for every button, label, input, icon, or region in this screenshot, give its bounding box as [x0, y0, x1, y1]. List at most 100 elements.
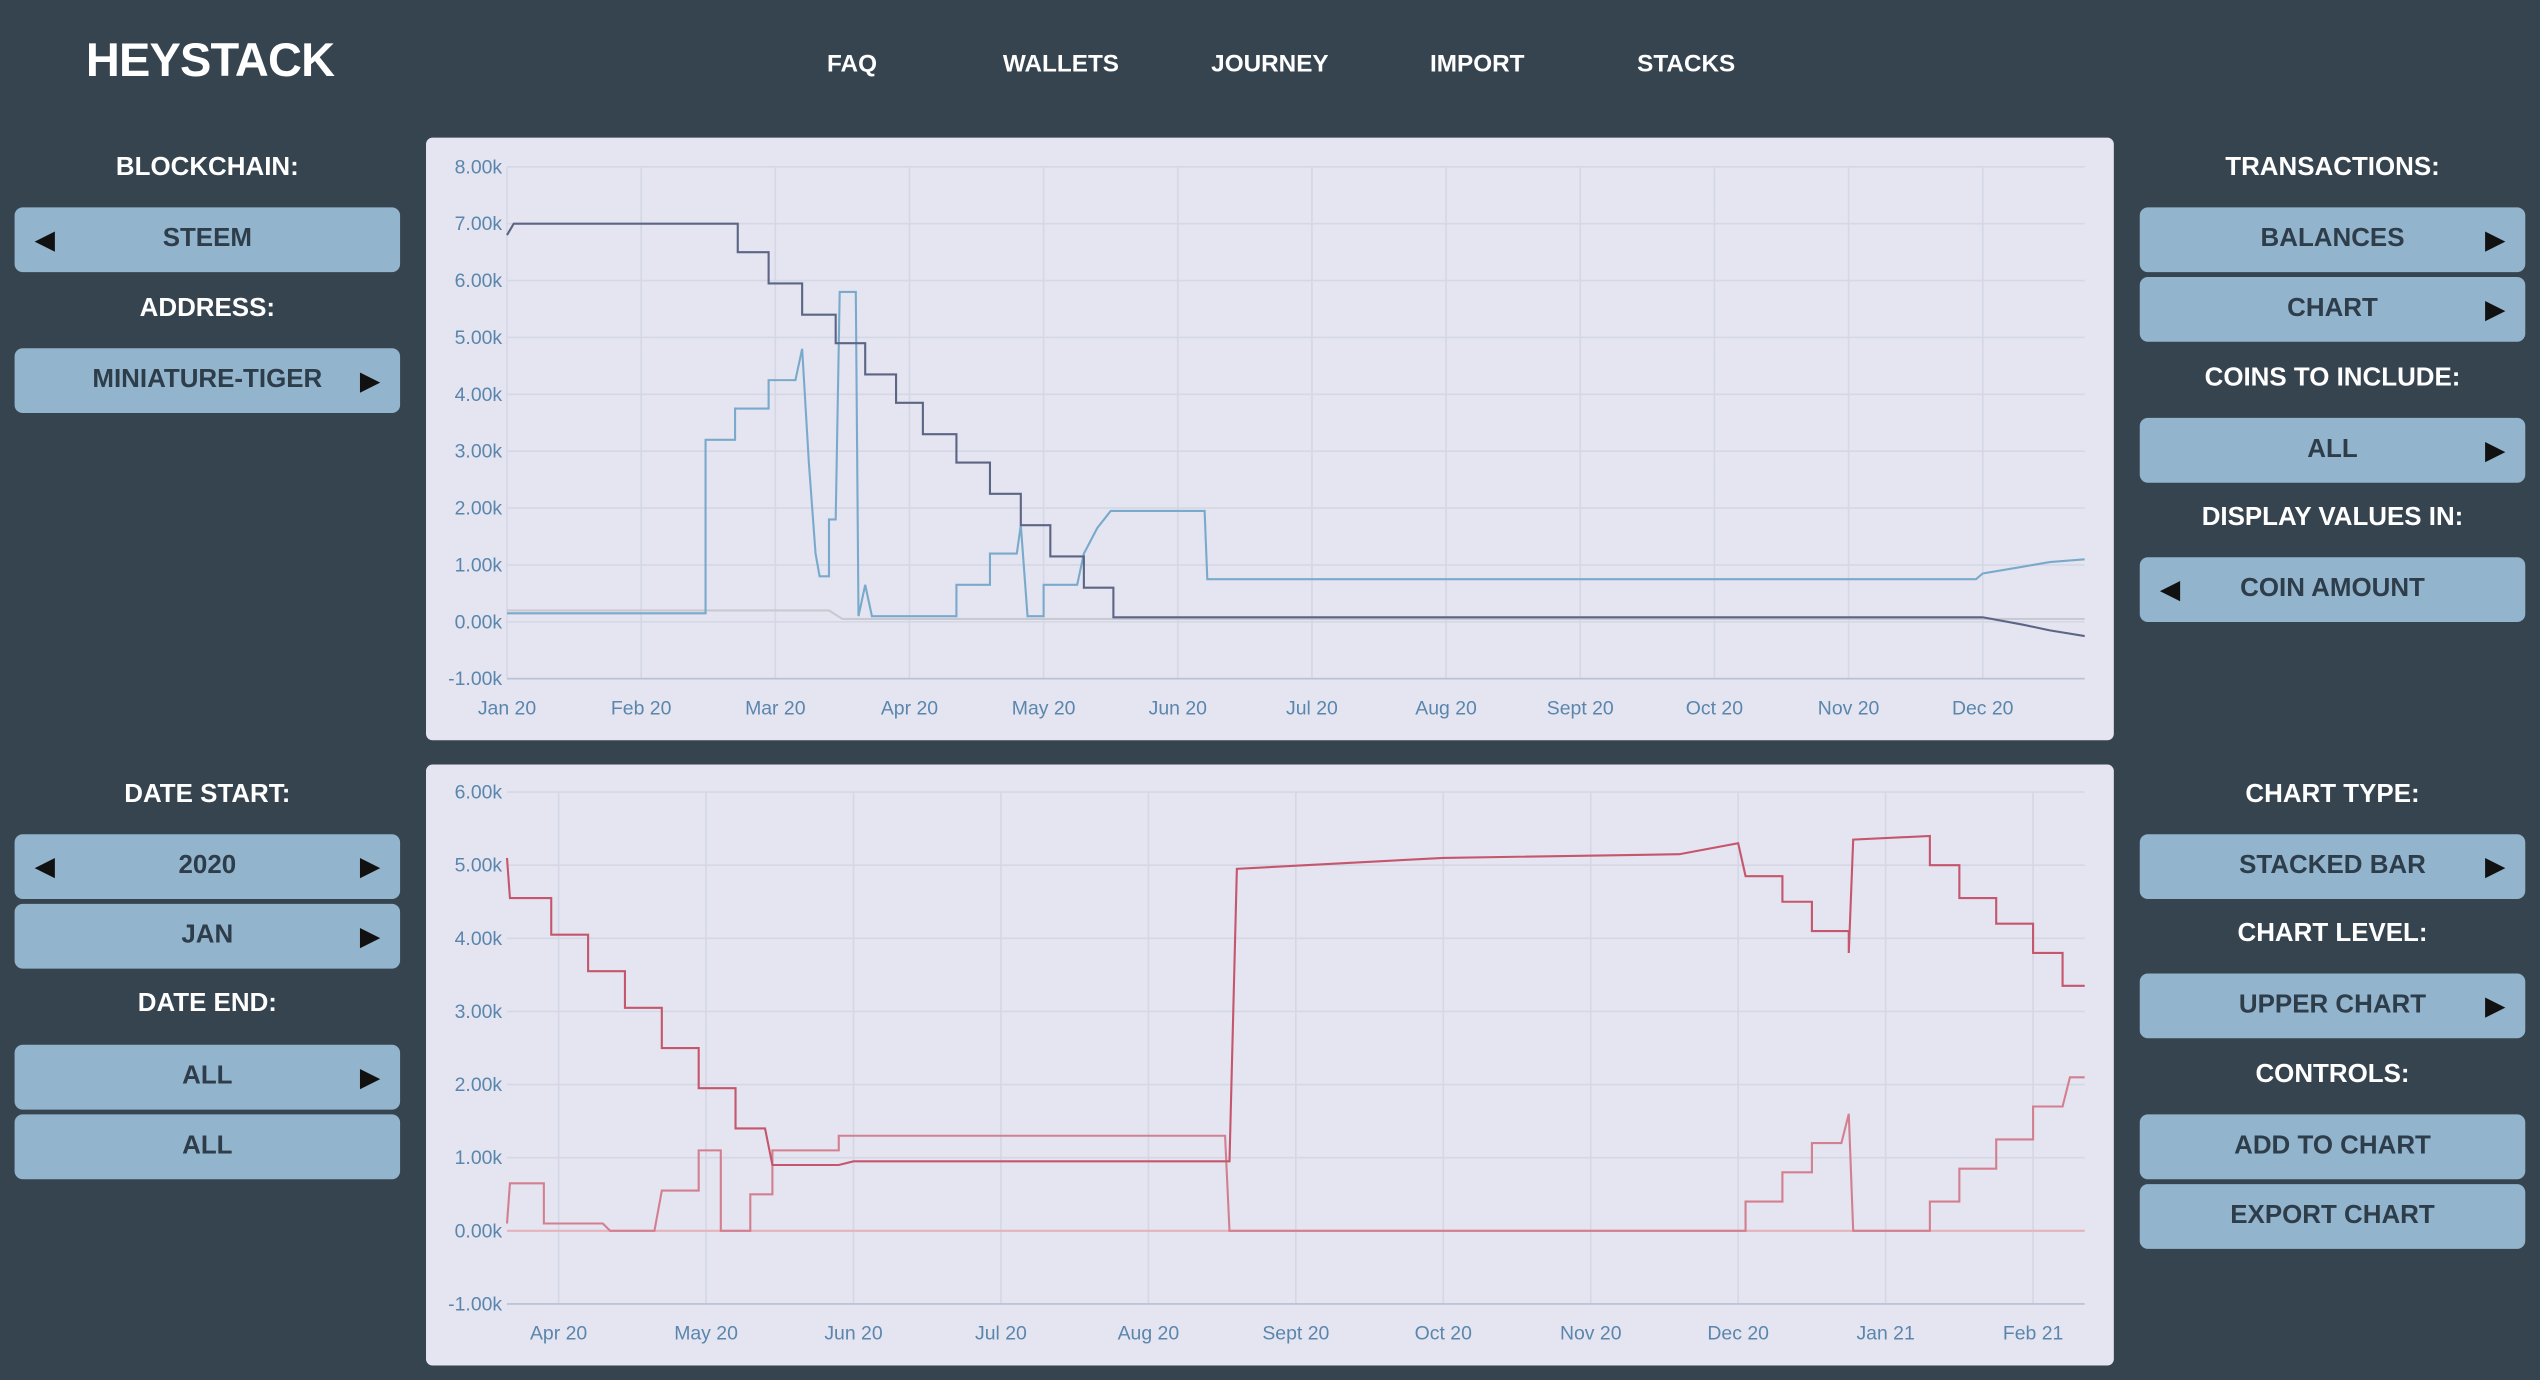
x-tick-label: Oct 20 [1415, 1323, 1472, 1345]
select-button[interactable]: ALL [14, 1114, 401, 1180]
field-label: ADDRESS: [139, 294, 276, 323]
field-label: DISPLAY VALUES IN: [2201, 503, 2464, 532]
data-line [505, 834, 2085, 1167]
y-tick-label: 1.00k [455, 1147, 503, 1169]
x-tick-label: Jun 20 [824, 1323, 883, 1345]
left-arrow[interactable]: ◀ [35, 853, 55, 882]
select-button[interactable]: STACKED BAR ▶ [2139, 834, 2526, 899]
x-tick-label: Sept 20 [1262, 1323, 1329, 1345]
left-arrow[interactable]: ◀ [2160, 576, 2180, 605]
y-tick-label: -1.00k [448, 668, 502, 690]
x-tick-label: Feb 20 [611, 697, 672, 719]
y-tick-label: 3.00k [455, 441, 503, 463]
y-tick-label: -1.00k [448, 1293, 502, 1315]
x-tick-label: Dec 20 [1952, 697, 2014, 719]
x-tick-label: Feb 21 [2003, 1323, 2063, 1345]
y-tick-label: 1.00k [455, 554, 503, 576]
select-button[interactable]: COIN AMOUNT ◀ [2139, 557, 2526, 623]
select-button[interactable]: UPPER CHART ▶ [2139, 973, 2526, 1039]
select-button[interactable]: ALL ▶ [14, 1044, 401, 1110]
button-text: ALL [182, 1132, 233, 1160]
right-arrow[interactable]: ▶ [360, 923, 380, 951]
chart-panel: -1.00k 0.00k 1.00k 2.00k 3.00k 4.00k 5.00k 6.00… [426, 764, 2114, 1366]
x-tick-label: Oct 20 [1686, 697, 1743, 719]
field-label: COINS TO INCLUDE: [2204, 364, 2461, 392]
right-arrow[interactable]: ▶ [2485, 437, 2505, 465]
right-arrow[interactable]: ▶ [360, 367, 380, 396]
select-button[interactable]: EXPORT CHART [2139, 1184, 2526, 1249]
button-text: MINIATURE-TIGER [92, 366, 323, 394]
x-tick-label: Dec 20 [1707, 1323, 1769, 1345]
y-tick-label: 2.00k [455, 498, 503, 520]
field-label: DATE START: [124, 780, 291, 809]
x-tick-label: May 20 [674, 1323, 738, 1345]
right-arrow[interactable]: ▶ [360, 1064, 380, 1092]
left-arrow[interactable]: ◀ [35, 226, 55, 255]
y-tick-label: 4.00k [455, 384, 503, 406]
select-button[interactable]: STEEM ◀ [14, 207, 401, 273]
right-arrow[interactable]: ▶ [2485, 992, 2505, 1021]
y-tick-label: 6.00k [455, 270, 503, 292]
select-button[interactable]: ADD TO CHART [2139, 1114, 2526, 1180]
nav-link[interactable]: FAQ [827, 50, 877, 78]
right-arrow[interactable]: ▶ [2485, 853, 2505, 882]
y-tick-label: 8.00k [455, 156, 503, 178]
y-tick-label: 4.00k [455, 928, 503, 950]
select-button[interactable]: CHART ▶ [2139, 276, 2526, 342]
x-tick-label: May 20 [1012, 697, 1076, 719]
data-line [505, 1076, 2085, 1232]
y-tick-label: 7.00k [455, 213, 503, 235]
x-tick-label: Mar 20 [745, 697, 806, 719]
y-tick-label: 0.00k [455, 1220, 503, 1242]
x-tick-label: Nov 20 [1818, 697, 1880, 719]
button-text: JAN [181, 921, 234, 950]
y-tick-label: 3.00k [455, 1001, 503, 1023]
x-tick-label: Jul 20 [975, 1323, 1027, 1345]
button-text: STEEM [162, 225, 252, 253]
select-button[interactable]: ALL ▶ [2139, 417, 2526, 483]
button-text: 2020 [178, 852, 237, 880]
field-label: CONTROLS: [2255, 1060, 2410, 1089]
button-text: BALANCES [2260, 225, 2405, 253]
button-text: ALL [182, 1062, 233, 1091]
button-text: CHART [2287, 294, 2378, 323]
nav-link[interactable]: IMPORT [1430, 50, 1525, 78]
x-tick-label: Sept 20 [1547, 697, 1614, 719]
button-text: ADD TO CHART [2234, 1132, 2431, 1160]
button-text: STACKED BAR [2239, 852, 2426, 880]
x-tick-label: Jan 20 [478, 697, 537, 719]
data-line [506, 222, 2085, 638]
x-tick-label: Aug 20 [1415, 697, 1477, 719]
select-button[interactable]: JAN ▶ [14, 903, 401, 969]
chart: -1.00k 0.00k 1.00k 2.00k 3.00k 4.00k 5.00k 6.00… [448, 156, 2085, 719]
button-text: COIN AMOUNT [2240, 575, 2425, 603]
field-label: DATE END: [137, 989, 277, 1018]
nav-link[interactable]: JOURNEY [1211, 50, 1329, 78]
field-label: CHART TYPE: [2245, 780, 2420, 809]
nav-link[interactable]: STACKS [1637, 50, 1736, 78]
data-line [506, 609, 2085, 621]
button-text: EXPORT CHART [2230, 1201, 2435, 1230]
x-tick-label: Jan 21 [1856, 1323, 1914, 1345]
logo[interactable]: HEYSTACK [85, 35, 335, 88]
button-text: ALL [2307, 435, 2358, 464]
x-tick-label: Apr 20 [881, 697, 938, 719]
y-tick-label: 2.00k [455, 1074, 503, 1096]
chart: -1.00k 0.00k 1.00k 2.00k 3.00k 4.00k 5.00k 6.00… [448, 782, 2085, 1345]
right-arrow[interactable]: ▶ [2485, 226, 2505, 255]
x-tick-label: Nov 20 [1560, 1323, 1622, 1345]
y-tick-label: 5.00k [455, 855, 503, 877]
select-button[interactable]: 2020 ◀ ▶ [14, 834, 401, 899]
field-label: BLOCKCHAIN: [115, 153, 299, 182]
field-label: CHART LEVEL: [2237, 920, 2428, 948]
right-arrow[interactable]: ▶ [2485, 296, 2505, 324]
x-tick-label: Jun 20 [1149, 697, 1208, 719]
x-tick-label: Aug 20 [1118, 1323, 1180, 1345]
nav-link[interactable]: WALLETS [1002, 50, 1120, 78]
field-label: TRANSACTIONS: [2225, 153, 2440, 182]
right-arrow[interactable]: ▶ [360, 853, 380, 882]
select-button[interactable]: BALANCES ▶ [2139, 207, 2526, 273]
select-button[interactable]: MINIATURE-TIGER ▶ [14, 348, 401, 414]
data-line [506, 290, 2085, 618]
